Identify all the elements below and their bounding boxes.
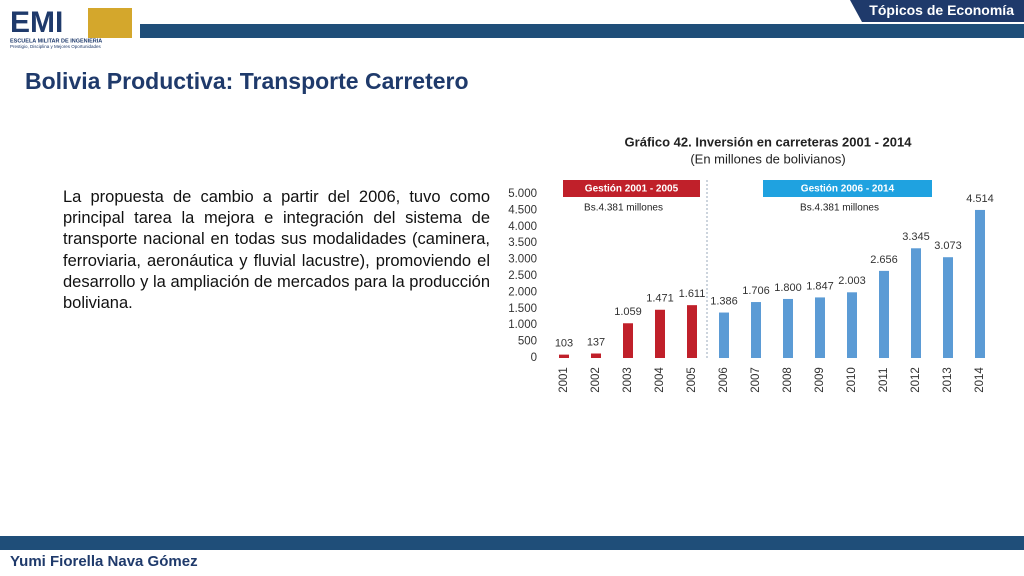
x-tick-label: 2010 [846,367,858,393]
y-tick-label: 2.500 [508,270,537,282]
y-tick-label: 4.000 [508,221,537,233]
bar [719,312,729,358]
x-tick-label: 2014 [974,367,986,393]
value-label: 3.073 [934,240,962,252]
x-tick-label: 2008 [782,367,794,393]
x-tick-label: 2005 [686,367,698,393]
period-total: Bs.4.381 millones [800,203,879,214]
bar [655,309,665,358]
value-label: 2.656 [870,254,898,266]
value-label: 103 [555,338,573,350]
y-tick-label: 2.000 [508,286,537,298]
y-tick-label: 4.500 [508,204,537,216]
chart-title: Gráfico 42. Inversión en carreteras 2001… [625,134,913,149]
slide-title: Bolivia Productiva: Transporte Carretero [25,68,469,94]
bar [591,353,601,358]
value-label: 137 [587,336,605,348]
bar [879,270,889,358]
bar [815,297,825,358]
author: Yumi Fiorella Nava Gómez [10,553,198,570]
period-label: Gestión 2006 - 2014 [801,184,895,195]
value-label: 1.847 [806,280,834,292]
logo-castle [88,8,132,38]
value-label: 3.345 [902,231,930,243]
topic: Tópicos de Economía [869,2,1014,18]
logo-school: ESCUELA MILITAR DE INGENIERIA [10,38,102,44]
value-label: 2.003 [838,275,866,287]
x-tick-label: 2002 [590,367,602,393]
x-tick-label: 2013 [942,367,954,393]
period-label: Gestión 2001 - 2005 [585,184,679,195]
header-bg [140,0,1024,22]
logo-text: EMI [10,6,63,39]
footer-band [0,536,1024,550]
bar [847,292,857,358]
x-tick-label: 2001 [558,367,570,393]
period-box [763,180,932,197]
value-label: 1.611 [679,288,706,300]
x-tick-label: 2007 [750,367,762,393]
chart-subtitle: (En millones de bolivianos) [690,151,845,166]
y-tick-label: 1.500 [508,303,537,315]
x-tick-label: 2012 [910,367,922,393]
bar [751,302,761,358]
y-tick-label: 3.500 [508,237,537,249]
value-label: 1.471 [646,293,674,305]
paragraph: La propuesta de cambio a partir del 2006… [63,188,490,313]
bar [911,248,921,358]
bar [559,354,569,358]
value-label: 1.386 [710,295,738,307]
period-box [563,180,700,197]
y-tick-label: 1.000 [508,319,537,331]
x-tick-label: 2011 [878,368,890,393]
x-tick-label: 2004 [654,367,666,393]
y-tick-label: 3.000 [508,254,537,266]
bar [783,298,793,358]
y-tick-label: 5.000 [508,188,537,200]
value-label: 1.059 [614,306,642,318]
bar [943,257,953,358]
x-tick-label: 2009 [814,367,826,393]
value-label: 4.514 [966,193,994,205]
bar [623,323,633,358]
period-total: Bs.4.381 millones [584,203,663,214]
y-tick-label: 0 [531,352,537,364]
header-band [140,24,1024,38]
value-label: 1.706 [742,285,770,297]
topic-tab [850,0,1024,22]
x-tick-label: 2003 [622,367,634,393]
logo-motto: Prestigio, Disciplina y Mejores Oportuni… [10,44,102,49]
bar [975,209,985,358]
x-tick-label: 2006 [718,367,730,393]
value-label: 1.800 [774,282,802,294]
y-tick-label: 500 [518,336,537,348]
bar [687,305,697,358]
